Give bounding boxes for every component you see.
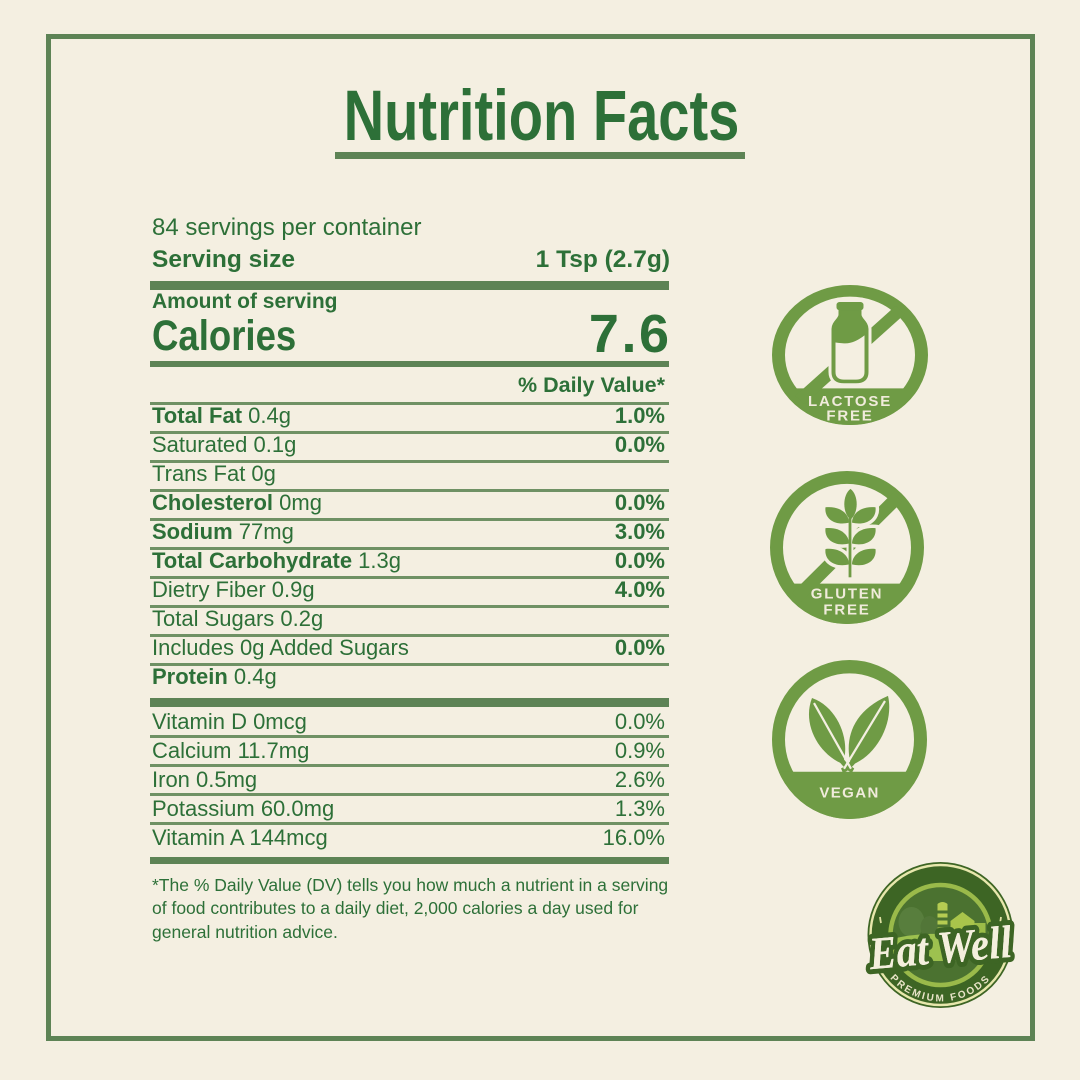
svg-text:LACTOSE: LACTOSE	[808, 393, 892, 410]
svg-text:VEGAN: VEGAN	[819, 785, 879, 802]
svg-text:FREE: FREE	[826, 408, 873, 425]
svg-text:GLUTEN: GLUTEN	[811, 586, 883, 603]
svg-text:Eat Well: Eat Well	[866, 917, 1015, 980]
svg-text:Eat Well: Eat Well	[866, 917, 1015, 980]
svg-text:FREE: FREE	[823, 601, 870, 618]
